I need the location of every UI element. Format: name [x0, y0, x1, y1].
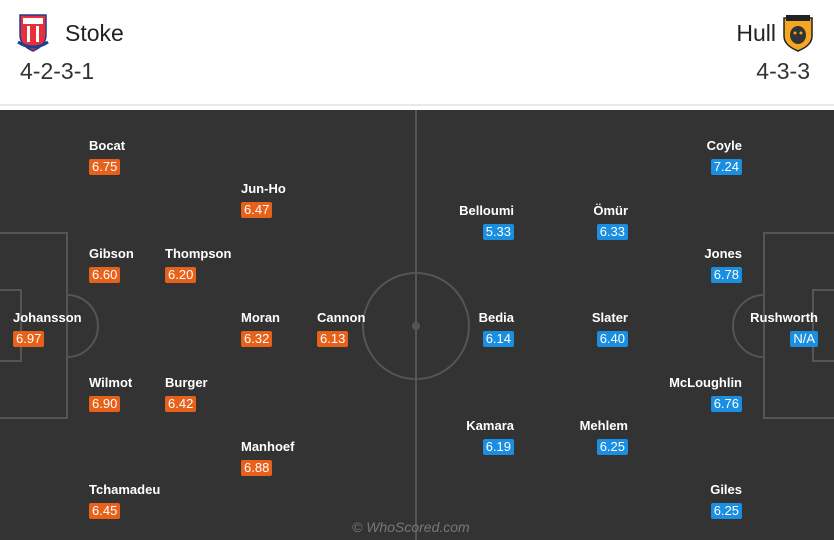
- player-wilmot[interactable]: Wilmot 6.90: [89, 375, 132, 412]
- player-cannon[interactable]: Cannon 6.13: [317, 310, 365, 347]
- player-manhoef[interactable]: Manhoef 6.88: [241, 439, 294, 476]
- player-jones[interactable]: Jones 6.78: [704, 246, 742, 283]
- player-name: Coyle: [706, 138, 742, 153]
- player-name: Slater: [591, 310, 628, 325]
- player-name: Giles: [710, 482, 742, 497]
- player-rating: 5.33: [482, 224, 514, 240]
- player-rating: 6.42: [165, 396, 197, 412]
- player-rating: 6.47: [241, 202, 273, 218]
- player-johansson[interactable]: Johansson 6.97: [13, 310, 82, 347]
- player-name: Tchamadeu: [89, 482, 161, 497]
- player-name: Wilmot: [89, 375, 133, 390]
- player-rating: 6.25: [710, 503, 742, 519]
- player-slater[interactable]: Slater 6.40: [592, 310, 628, 347]
- player-name: Burger: [165, 375, 208, 390]
- player-name: Jun-Ho: [241, 181, 286, 196]
- player-name: Belloumi: [459, 203, 514, 218]
- player-rating: 6.33: [596, 224, 628, 240]
- player-kamara[interactable]: Kamara 6.19: [466, 418, 514, 455]
- player-mehlem[interactable]: Mehlem 6.25: [580, 418, 628, 455]
- player-rating: 6.75: [89, 159, 121, 175]
- player-name: Kamara: [466, 418, 514, 433]
- player-rating: 6.90: [89, 396, 121, 412]
- player-name: Gibson: [89, 246, 134, 261]
- pitch: Bocat 6.75 Jun-Ho 6.47 Gibson 6.60 Thompson…: [0, 110, 834, 540]
- player-name: Mehlem: [579, 418, 628, 433]
- player-coyle[interactable]: Coyle 7.24: [707, 138, 742, 175]
- player-name: Johansson: [13, 310, 82, 325]
- player-rating: 6.14: [482, 331, 514, 347]
- player-jun-ho[interactable]: Jun-Ho 6.47: [241, 181, 286, 218]
- player-name: Bocat: [89, 138, 126, 153]
- away-formation: 4-3-3: [756, 58, 810, 84]
- player-moran[interactable]: Moran 6.32: [241, 310, 280, 347]
- player-rating: 7.24: [710, 159, 742, 175]
- player-name: Bedia: [478, 310, 514, 325]
- player-name: Moran: [241, 310, 280, 325]
- player-rating: 6.25: [596, 439, 628, 455]
- player-rating: 6.19: [482, 439, 514, 455]
- player-name: Jones: [704, 246, 742, 261]
- player-name: Thompson: [165, 246, 232, 261]
- stoke-crest-icon: [17, 14, 49, 52]
- player-burger[interactable]: Burger 6.42: [165, 375, 208, 412]
- player-rating: 6.76: [710, 396, 742, 412]
- away-team-name[interactable]: Hull: [736, 20, 776, 46]
- player-rating: 6.88: [241, 460, 273, 476]
- player-rating: 6.13: [317, 331, 349, 347]
- player-name: Rushworth: [750, 310, 818, 325]
- player-rating: 6.40: [596, 331, 628, 347]
- player-rushworth[interactable]: Rushworth N/A: [750, 310, 818, 347]
- player-mcloughlin[interactable]: McLoughlin 6.76: [669, 375, 742, 412]
- player-name: McLoughlin: [669, 375, 742, 390]
- player-giles[interactable]: Giles 6.25: [710, 482, 742, 519]
- player-rating: 6.45: [89, 503, 121, 519]
- watermark: © WhoScored.com: [352, 519, 470, 535]
- player-bocat[interactable]: Bocat 6.75: [89, 138, 125, 175]
- player-name: Ömür: [593, 203, 628, 218]
- player-name: Cannon: [317, 310, 366, 325]
- player-belloumi[interactable]: Belloumi 5.33: [459, 203, 514, 240]
- player-rating: 6.78: [710, 267, 742, 283]
- match-header: Stoke 4-2-3-1 Hull 4-3-3: [0, 0, 834, 106]
- player-thompson[interactable]: Thompson 6.20: [165, 246, 231, 283]
- player-rating: 6.32: [241, 331, 273, 347]
- player-tchamadeu[interactable]: Tchamadeu 6.45: [89, 482, 160, 519]
- home-team-name[interactable]: Stoke: [65, 20, 124, 46]
- player-rating: N/A: [790, 331, 818, 347]
- player-rating: 6.97: [13, 331, 45, 347]
- player-rating: 6.20: [165, 267, 197, 283]
- home-formation: 4-2-3-1: [20, 58, 95, 84]
- player-omur[interactable]: Ömür 6.33: [593, 203, 628, 240]
- player-bedia[interactable]: Bedia 6.14: [479, 310, 514, 347]
- player-gibson[interactable]: Gibson 6.60: [89, 246, 134, 283]
- pitch-markings: [0, 110, 834, 540]
- hull-crest-icon: [783, 15, 813, 52]
- player-name: Manhoef: [241, 439, 295, 454]
- player-rating: 6.60: [89, 267, 121, 283]
